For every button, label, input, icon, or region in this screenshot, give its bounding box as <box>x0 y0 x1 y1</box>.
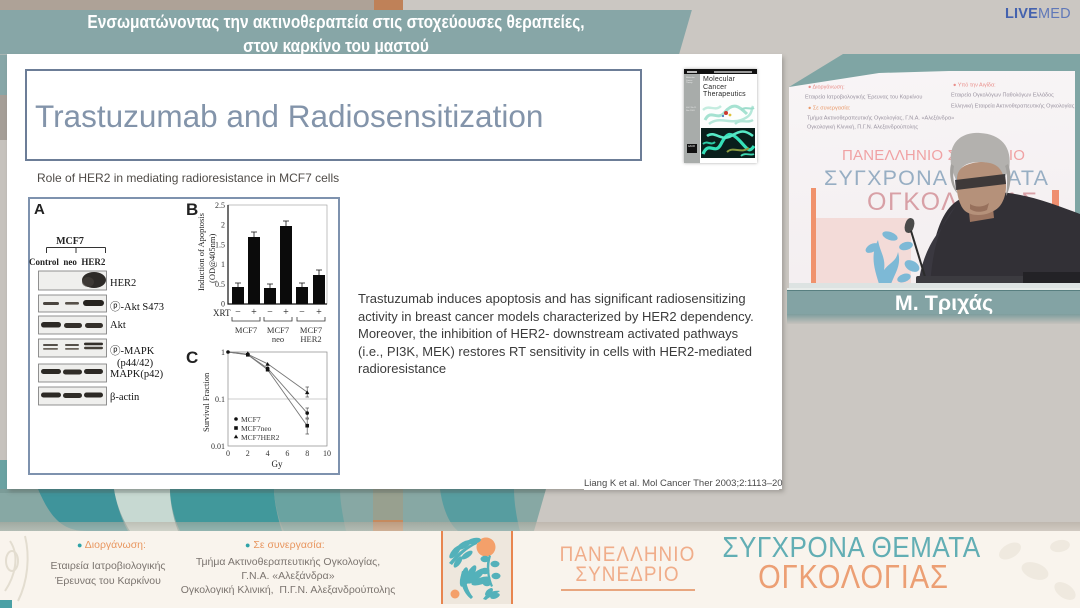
svg-text:+: + <box>283 307 289 318</box>
svg-text:8: 8 <box>305 449 309 458</box>
svg-text:−: − <box>267 307 273 318</box>
svg-text:0.01: 0.01 <box>211 442 225 451</box>
svg-text:neo: neo <box>272 334 284 344</box>
svg-text:0.1: 0.1 <box>215 395 225 404</box>
svg-text:MCF7: MCF7 <box>235 325 257 335</box>
svg-text:+: + <box>251 307 257 318</box>
svg-text:−: − <box>299 307 305 318</box>
svg-text:0: 0 <box>226 449 230 458</box>
svg-text:MCF7neo: MCF7neo <box>241 424 272 433</box>
svg-text:0.5: 0.5 <box>215 280 225 289</box>
svg-text:4: 4 <box>266 449 270 458</box>
svg-text:0: 0 <box>221 300 225 309</box>
svg-text:+: + <box>316 307 322 318</box>
svg-text:−: − <box>235 307 241 318</box>
svg-text:1: 1 <box>221 348 225 357</box>
svg-text:1.5: 1.5 <box>215 240 225 249</box>
svg-text:2.5: 2.5 <box>215 201 225 210</box>
svg-text:MCF7: MCF7 <box>241 415 261 424</box>
svg-text:MCF7HER2: MCF7HER2 <box>241 433 280 442</box>
svg-text:MCF7: MCF7 <box>300 325 322 335</box>
svg-text:Survival Fraction: Survival Fraction <box>201 372 211 432</box>
svg-text:Gy: Gy <box>272 459 283 469</box>
svg-text:XRT: XRT <box>213 308 231 318</box>
svg-text:HER2: HER2 <box>300 334 321 344</box>
svg-text:2: 2 <box>246 449 250 458</box>
svg-text:2: 2 <box>221 221 225 230</box>
svg-text:6: 6 <box>285 449 289 458</box>
svg-text:1: 1 <box>221 260 225 269</box>
svg-text:10: 10 <box>323 449 331 458</box>
svg-text:MCF7: MCF7 <box>267 325 289 335</box>
svg-text:Induction of Apoptosis: Induction of Apoptosis <box>196 213 206 291</box>
svg-text:(OD@405nm): (OD@405nm) <box>207 233 217 283</box>
